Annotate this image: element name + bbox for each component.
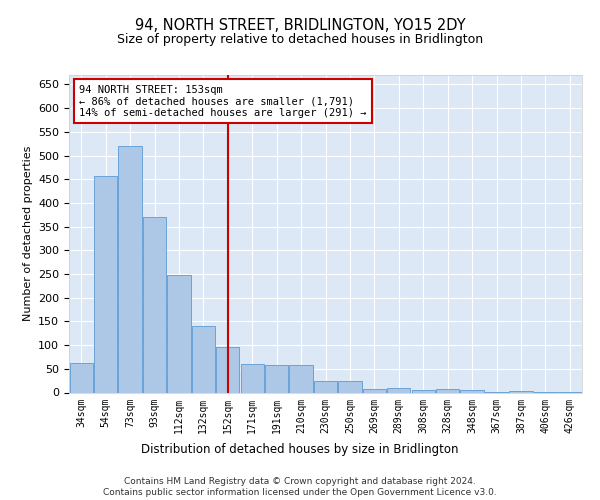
Text: Contains HM Land Registry data © Crown copyright and database right 2024.
Contai: Contains HM Land Registry data © Crown c… xyxy=(103,478,497,497)
Bar xyxy=(70,363,93,392)
Text: Distribution of detached houses by size in Bridlington: Distribution of detached houses by size … xyxy=(141,442,459,456)
Bar xyxy=(143,217,166,392)
Y-axis label: Number of detached properties: Number of detached properties xyxy=(23,146,32,322)
Bar xyxy=(460,390,484,392)
Bar xyxy=(241,364,264,392)
Text: 94, NORTH STREET, BRIDLINGTON, YO15 2DY: 94, NORTH STREET, BRIDLINGTON, YO15 2DY xyxy=(134,18,466,32)
Bar xyxy=(118,146,142,392)
Bar xyxy=(289,366,313,392)
Bar xyxy=(265,365,288,392)
Bar xyxy=(167,275,191,392)
Bar xyxy=(94,176,117,392)
Bar xyxy=(509,390,533,392)
Bar xyxy=(216,348,239,393)
Bar xyxy=(338,381,362,392)
Text: Size of property relative to detached houses in Bridlington: Size of property relative to detached ho… xyxy=(117,32,483,46)
Text: 94 NORTH STREET: 153sqm
← 86% of detached houses are smaller (1,791)
14% of semi: 94 NORTH STREET: 153sqm ← 86% of detache… xyxy=(79,84,367,117)
Bar xyxy=(436,389,459,392)
Bar xyxy=(314,380,337,392)
Bar xyxy=(363,388,386,392)
Bar xyxy=(192,326,215,392)
Bar xyxy=(412,390,435,392)
Bar xyxy=(387,388,410,392)
